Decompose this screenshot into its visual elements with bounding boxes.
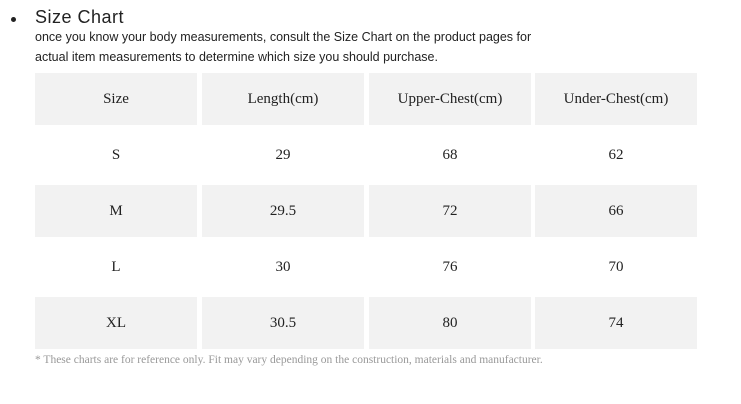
table-cell: 72 — [369, 185, 531, 237]
table-cell: 62 — [608, 146, 624, 163]
description-line: once you know your body measurements, co… — [35, 30, 532, 44]
title: Size Chart — [35, 7, 125, 27]
table-cell: S — [111, 146, 121, 163]
header-cell: Length(cm) — [202, 73, 364, 125]
table-cell: 29 — [275, 146, 291, 163]
table-cell: 80 — [369, 297, 531, 349]
header-cell: Under-Chest(cm) — [535, 73, 697, 125]
table-cell: L — [111, 258, 121, 275]
table-cell: 66 — [535, 185, 697, 237]
header-cell: Size — [35, 73, 197, 125]
bullet — [11, 17, 16, 22]
table-cell: 30 — [275, 258, 291, 275]
header-cell: Upper-Chest(cm) — [369, 73, 531, 125]
table-cell: 76 — [442, 258, 458, 275]
table-cell: M — [35, 185, 197, 237]
description-line: actual item measurements to determine wh… — [35, 50, 438, 64]
table-cell: 68 — [442, 146, 458, 163]
table-cell: 74 — [535, 297, 697, 349]
footnote: * These charts are for reference only. F… — [35, 354, 543, 366]
table-cell: 30.5 — [202, 297, 364, 349]
table-cell: 29.5 — [202, 185, 364, 237]
table-cell: XL — [35, 297, 197, 349]
table-cell: 70 — [608, 258, 624, 275]
